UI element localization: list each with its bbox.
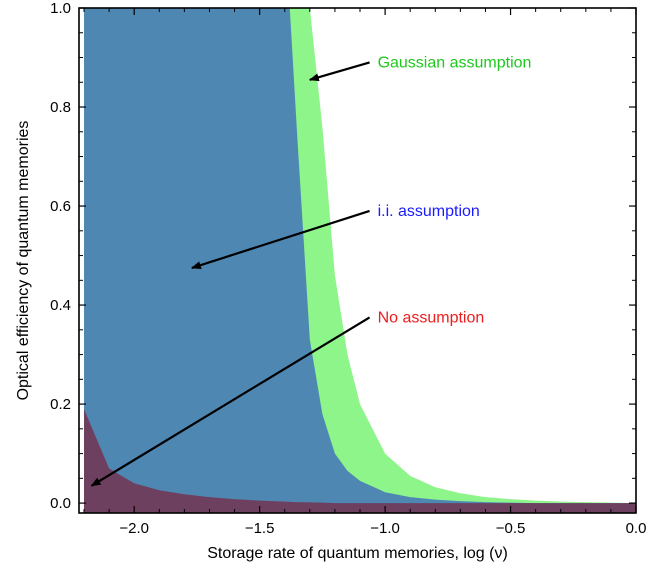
data-areas [84,8,636,513]
arrow-i-i-assumption [190,209,370,269]
label-no-assumption: No assumption [378,309,485,326]
arrow-no-assumption [90,316,371,487]
plot-frame [78,7,637,514]
x-tick-label: −0.5 [496,520,526,537]
y-tick-label: 0.4 [50,297,71,314]
label-i-i-assumption: i.i. assumption [378,203,480,220]
x-axis-label: Storage rate of quantum memories, log (ν… [207,545,508,562]
x-tick-label: −1.5 [245,520,275,537]
y-tick-label: 0.0 [50,495,71,512]
arrow-gaussian-assumption [308,61,370,82]
area-no-assumption [84,409,636,513]
y-tick-label: 1.0 [50,0,71,17]
x-tick-label: −1.0 [370,520,400,537]
annotations: Gaussian assumption i.i. assumption No ass… [90,54,532,487]
y-tick-label: 0.2 [50,396,71,413]
axis-ticks: −2.0 −1.5 −1.0 −0.5 0.0 0.0 0.2 0.4 0.6 0.8 1.0 [50,0,646,537]
y-axis-label: Optical efficiency of quantum memories [15,121,32,401]
area-i-i-assumption [84,8,636,513]
label-gaussian-assumption: Gaussian assumption [378,54,532,71]
x-tick-label: −2.0 [119,520,149,537]
y-tick-label: 0.6 [50,198,71,215]
y-tick-label: 0.8 [50,99,71,116]
x-tick-label: 0.0 [626,520,647,537]
